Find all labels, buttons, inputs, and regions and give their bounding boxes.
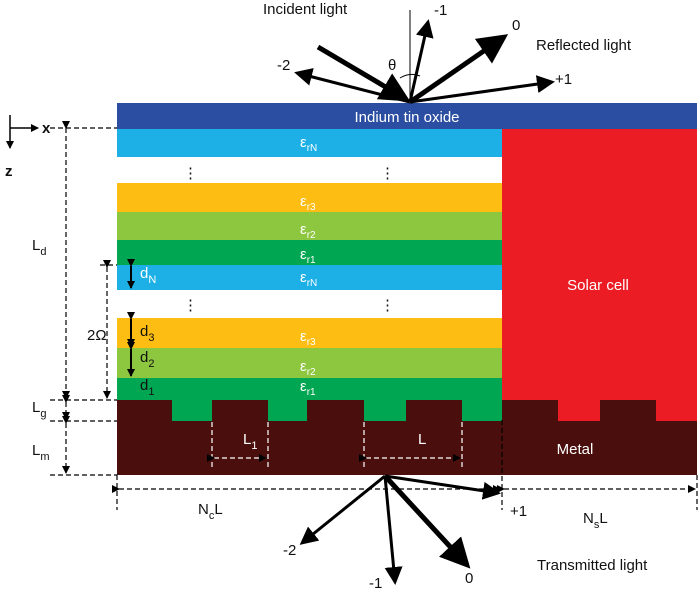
dim-L: L <box>418 431 426 448</box>
eps-sub: r3 <box>307 202 316 213</box>
permittivity-label: εr1 <box>300 378 316 398</box>
axis-z: z <box>5 163 13 180</box>
structure <box>117 103 697 475</box>
order: +1 <box>510 503 527 520</box>
eps-base: ε <box>300 221 307 238</box>
eps-base: ε <box>300 358 307 375</box>
labels: Incident light Reflected light -2 -1 0 +… <box>5 1 648 592</box>
permittivity-label: εrN <box>300 269 317 289</box>
dim-label: d1 <box>140 377 154 398</box>
grating <box>117 400 656 422</box>
incident-label: Incident light <box>263 1 348 18</box>
permittivity-label: εr2 <box>300 221 316 241</box>
dim-label: NsL <box>583 510 608 531</box>
arrows <box>6 10 555 585</box>
angle: θ <box>388 57 396 74</box>
eps-sub: r3 <box>307 337 316 348</box>
eps-sub: rN <box>307 278 318 289</box>
dim-label: L1 <box>243 431 257 452</box>
axis-x: x <box>42 120 51 137</box>
layer-rN <box>117 129 502 157</box>
layer-r3 <box>117 318 502 348</box>
eps-sub: r1 <box>307 255 316 266</box>
order: -2 <box>277 57 290 74</box>
order: 0 <box>465 570 473 587</box>
ito-label: Indium tin oxide <box>354 109 459 126</box>
order: -2 <box>283 542 296 559</box>
period-label: 2Ω <box>87 327 107 344</box>
dim-label: d3 <box>140 323 154 344</box>
layer-rN <box>117 265 502 290</box>
eps-base: ε <box>300 134 307 151</box>
eps-sub: r2 <box>307 367 316 378</box>
layer-r1 <box>117 240 502 265</box>
dim-label: dN <box>140 265 156 286</box>
metal <box>117 421 697 475</box>
eps-sub: r2 <box>307 230 316 241</box>
dim-label: d2 <box>140 349 154 370</box>
metal-label: Metal <box>557 441 594 458</box>
permittivity-label: εr3 <box>300 328 316 348</box>
order: -1 <box>434 2 447 19</box>
dots: ⋮ <box>380 165 395 182</box>
permittivity-label: εrN <box>300 134 317 154</box>
permittivity-label: εr2 <box>300 358 316 378</box>
order: +1 <box>555 71 572 88</box>
dimensions <box>50 121 698 510</box>
eps-base: ε <box>300 378 307 395</box>
dots: ⋮ <box>380 297 395 314</box>
ito-layer <box>117 103 697 129</box>
eps-sub: r1 <box>307 387 316 398</box>
eps-base: ε <box>300 193 307 210</box>
layer-r2 <box>117 348 502 378</box>
transmitted-label: Transmitted light <box>537 557 648 574</box>
layer-r3 <box>117 183 502 212</box>
dim-label: NcL <box>198 501 223 522</box>
solar-label: Solar cell <box>567 277 629 294</box>
order: -1 <box>369 575 382 592</box>
eps-base: ε <box>300 328 307 345</box>
permittivity-label: εr3 <box>300 193 316 213</box>
eps-sub: rN <box>307 143 318 154</box>
eps-base: ε <box>300 269 307 286</box>
reflected-label: Reflected light <box>536 37 632 54</box>
layer-r2 <box>117 212 502 240</box>
dots: ⋮ <box>183 297 198 314</box>
dim-label: Lg <box>32 399 46 420</box>
dim-label: Ld <box>32 237 46 258</box>
eps-base: ε <box>300 246 307 263</box>
permittivity-label: εr1 <box>300 246 316 266</box>
dim-label: Lm <box>32 442 50 463</box>
order: 0 <box>512 17 520 34</box>
solar-cell <box>502 129 697 421</box>
dots: ⋮ <box>183 165 198 182</box>
